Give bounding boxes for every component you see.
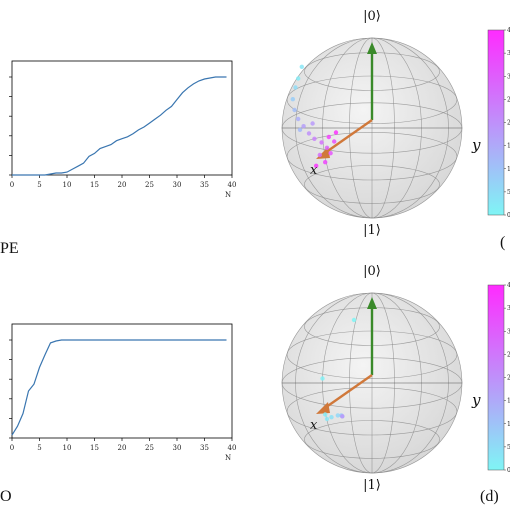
panel-label-d: (d) <box>480 488 499 505</box>
x-tick-label: 20 <box>118 181 127 189</box>
z-vector-arrowhead <box>367 297 377 309</box>
x-tick-label: 0 <box>10 181 14 189</box>
colorbar-tick-label: 35 <box>507 305 510 312</box>
x-tick-label: 5 <box>37 181 41 189</box>
colorbar-tick-label: 10 <box>507 166 510 173</box>
bloch-point <box>340 414 345 419</box>
x-tick-label: 30 <box>173 181 182 189</box>
colorbar-tick-label: 5 <box>507 444 510 451</box>
bloch-point <box>310 121 315 126</box>
colorbar-tick-label: 0 <box>507 467 510 474</box>
bloch-point <box>324 416 330 422</box>
colorbar-tick-label: 40 <box>507 282 510 289</box>
colorbar-tick-label: 25 <box>507 96 510 103</box>
colorbar-tick-label: 15 <box>507 398 510 405</box>
colorbar-tick-label: 35 <box>507 50 510 57</box>
x-tick-label: 25 <box>145 444 154 452</box>
bloch-point <box>351 317 357 323</box>
bloch-point <box>301 124 306 129</box>
bloch-point <box>333 130 339 135</box>
chart-c: 0 5 10 15 20 25 30 35 40 N <box>9 323 237 462</box>
colorbar <box>487 284 505 471</box>
x-axis-label: N <box>225 191 231 199</box>
bloch-point <box>299 64 304 70</box>
bloch-sphere-d: |0⟩ |1⟩ x y 0 5 10 15 20 25 30 35 40 <box>281 264 510 493</box>
x-tick-label: 30 <box>173 444 182 452</box>
bloch-point <box>320 376 325 381</box>
x-tick-label: 15 <box>90 181 99 189</box>
bloch-point <box>296 116 301 122</box>
bloch-point <box>323 160 328 165</box>
bloch-point <box>296 76 301 81</box>
bloch-point <box>332 139 337 144</box>
y-axis-label: y <box>471 136 481 154</box>
state-vector-arrowhead <box>316 402 330 414</box>
ket0-label: |0⟩ <box>363 264 381 279</box>
colorbar-tick-label: 30 <box>507 328 510 335</box>
series-line <box>12 76 227 176</box>
colorbar-tick-label: 20 <box>507 120 510 127</box>
x-tick-label: 35 <box>200 181 209 189</box>
panel-label-c: O <box>0 488 12 505</box>
x-tick-label: 10 <box>63 444 72 452</box>
colorbar-tick-label: 40 <box>507 27 510 34</box>
x-tick-label: 0 <box>10 444 14 452</box>
bloch-point <box>290 97 295 102</box>
plot-frame <box>11 60 233 176</box>
bloch-point <box>335 413 340 418</box>
colorbar-tick-label: 0 <box>507 212 510 219</box>
bloch-point <box>317 152 322 158</box>
bloch-point <box>297 127 303 132</box>
bloch-point <box>329 415 334 420</box>
colorbar <box>487 29 505 216</box>
bloch-point <box>326 134 331 140</box>
x-tick-label: 25 <box>145 181 154 189</box>
colorbar-tick-label: 25 <box>507 351 510 358</box>
colorbar-tick-label: 30 <box>507 73 510 80</box>
chart-a: 0 5 10 15 20 25 30 35 40 N <box>9 60 237 199</box>
state-vector <box>321 119 373 156</box>
ket1-label: |1⟩ <box>363 223 381 238</box>
bloch-point <box>306 131 312 136</box>
ket1-label: |1⟩ <box>363 478 381 493</box>
plot-frame <box>11 323 233 439</box>
bloch-point <box>312 136 317 141</box>
z-vector-arrowhead <box>367 42 377 54</box>
bloch-point <box>328 151 333 156</box>
bloch-point <box>314 163 319 168</box>
x-tick-label: 15 <box>90 444 99 452</box>
series-line <box>11 339 227 436</box>
bloch-point <box>324 145 330 150</box>
x-axis-label: x <box>310 418 318 433</box>
state-vector <box>321 374 373 411</box>
x-tick-label: 20 <box>118 444 127 452</box>
bloch-sphere-b: |0⟩ |1⟩ x y 0 5 10 15 20 25 30 35 40 <box>281 9 510 238</box>
colorbar-tick-label: 5 <box>507 189 510 196</box>
ket0-label: |0⟩ <box>363 9 381 24</box>
bloch-point <box>323 412 328 417</box>
y-axis-label: y <box>471 391 481 409</box>
bloch-point <box>319 140 324 145</box>
x-tick-label: 40 <box>228 181 237 189</box>
x-tick-label: 10 <box>63 181 72 189</box>
colorbar-tick-label: 15 <box>507 143 510 150</box>
panel-label-a: PE <box>0 240 19 257</box>
colorbar-tick-label: 10 <box>507 421 510 428</box>
panel-label-b: ( <box>500 234 506 251</box>
bloch-point <box>292 107 297 113</box>
x-tick-label: 35 <box>200 444 209 452</box>
x-axis-label: x <box>310 163 318 178</box>
colorbar-tick-label: 20 <box>507 375 510 382</box>
x-tick-label: 5 <box>37 444 41 452</box>
x-axis-label: N <box>225 454 231 462</box>
x-tick-label: 40 <box>228 444 237 452</box>
bloch-point <box>293 85 298 90</box>
